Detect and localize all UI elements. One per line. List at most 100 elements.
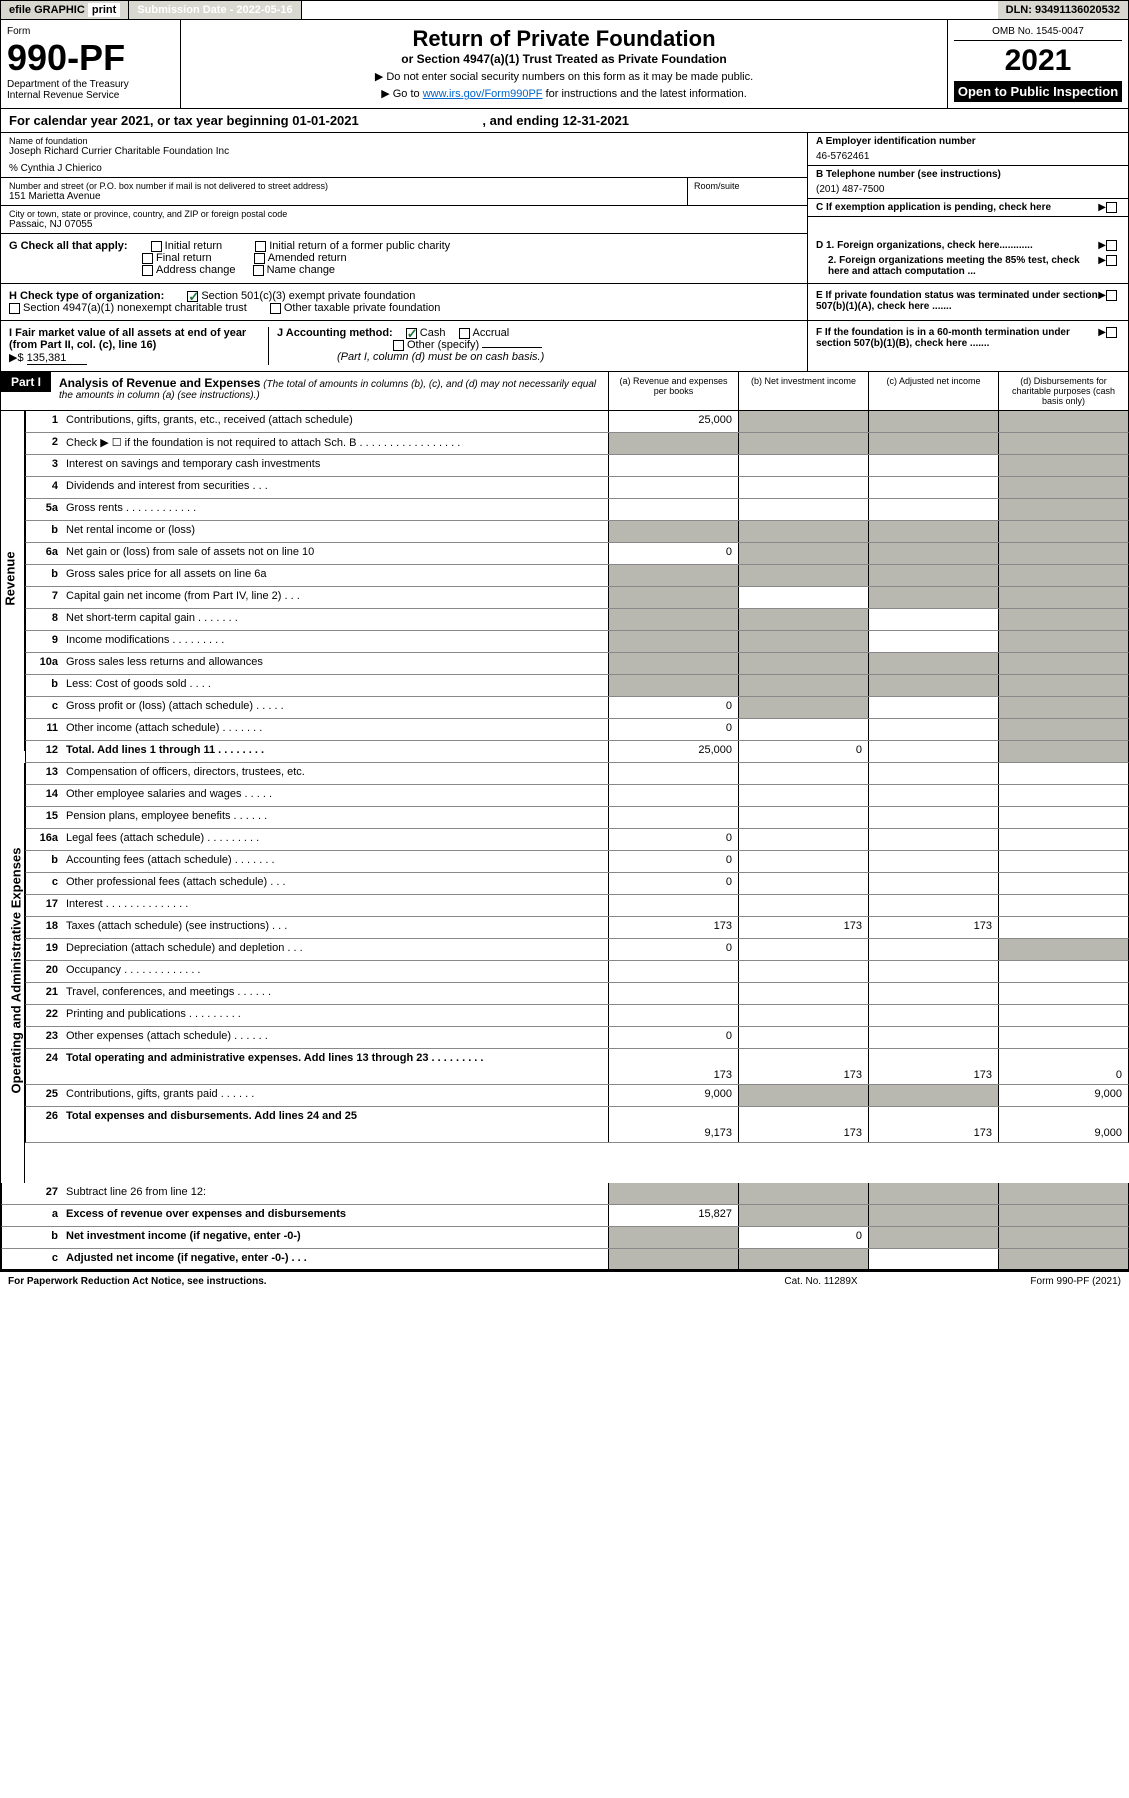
val-b [738, 719, 868, 740]
check-section-1: G Check all that apply: Initial return I… [0, 234, 1129, 284]
calyr-end: 12-31-2021 [563, 113, 630, 128]
other-taxable-checkbox[interactable] [270, 303, 281, 314]
line-10c: cGross profit or (loss) (attach schedule… [25, 697, 1129, 719]
line-desc: Travel, conferences, and meetings . . . … [62, 983, 608, 1004]
initial-return-checkbox[interactable] [151, 241, 162, 252]
name-label: Name of foundation [9, 136, 799, 146]
name-change-checkbox[interactable] [253, 265, 264, 276]
val-c [868, 543, 998, 564]
val-a: 173 [608, 1049, 738, 1084]
val-b [738, 455, 868, 476]
line-desc: Gross profit or (loss) (attach schedule)… [62, 697, 608, 718]
val-b [738, 521, 868, 542]
line-10a: 10aGross sales less returns and allowanc… [25, 653, 1129, 675]
val-c [868, 433, 998, 454]
form-number: 990-PF [7, 37, 174, 79]
d1-checkbox[interactable] [1106, 240, 1117, 251]
val-b [738, 1205, 868, 1226]
cash-checkbox[interactable] [406, 328, 417, 339]
line-desc: Check ▶ ☐ if the foundation is not requi… [62, 433, 608, 454]
final-return-checkbox[interactable] [142, 253, 153, 264]
line-desc: Gross sales less returns and allowances [62, 653, 608, 674]
val-a: 0 [608, 873, 738, 894]
val-c [868, 807, 998, 828]
e-checkbox[interactable] [1106, 290, 1117, 301]
exemption-pending-label: C If exemption application is pending, c… [816, 202, 1098, 213]
val-d [998, 807, 1128, 828]
col-d-header: (d) Disbursements for charitable purpose… [998, 372, 1128, 410]
line-num: 5a [26, 499, 62, 520]
calyr-mid: , and ending [482, 113, 562, 128]
val-c [868, 741, 998, 762]
line-10b: bLess: Cost of goods sold . . . . [25, 675, 1129, 697]
line-num: 16a [26, 829, 62, 850]
val-a: 9,173 [608, 1107, 738, 1142]
line-27a: aExcess of revenue over expenses and dis… [1, 1205, 1129, 1227]
line-desc: Adjusted net income (if negative, enter … [62, 1249, 608, 1269]
line-6a: 6aNet gain or (loss) from sale of assets… [25, 543, 1129, 565]
efile-print-button[interactable]: print [88, 3, 120, 17]
form-header: Form 990-PF Department of the Treasury I… [0, 20, 1129, 109]
f-checkbox[interactable] [1106, 327, 1117, 338]
col-c-header: (c) Adjusted net income [868, 372, 998, 410]
val-a [608, 675, 738, 696]
check-section-2: H Check type of organization: Section 50… [0, 284, 1129, 321]
4947-checkbox[interactable] [9, 303, 20, 314]
line-16a: 16aLegal fees (attach schedule) . . . . … [25, 829, 1129, 851]
line-desc: Compensation of officers, directors, tru… [62, 763, 608, 784]
phone-label: B Telephone number (see instructions) [816, 169, 1120, 180]
line-desc: Gross rents . . . . . . . . . . . . [62, 499, 608, 520]
val-b [738, 851, 868, 872]
j-label: J Accounting method: [277, 327, 393, 339]
line-num: 18 [26, 917, 62, 938]
initial-former-checkbox[interactable] [255, 241, 266, 252]
line-num: 9 [26, 631, 62, 652]
arrow-icon: ▶ [1098, 202, 1106, 213]
instruction-1: ▶ Do not enter social security numbers o… [193, 70, 935, 83]
line-9: 9Income modifications . . . . . . . . . [25, 631, 1129, 653]
val-d [998, 1027, 1128, 1048]
val-c [868, 609, 998, 630]
val-c [868, 411, 998, 432]
val-b [738, 499, 868, 520]
val-b [738, 587, 868, 608]
line-desc: Total expenses and disbursements. Add li… [62, 1107, 608, 1142]
h-label: H Check type of organization: [9, 290, 164, 302]
open-public-badge: Open to Public Inspection [954, 81, 1122, 102]
val-c [868, 565, 998, 586]
line-14: 14Other employee salaries and wages . . … [25, 785, 1129, 807]
irs-link[interactable]: www.irs.gov/Form990PF [423, 88, 543, 100]
line-24: 24Total operating and administrative exp… [25, 1049, 1129, 1085]
submission-date: Submission Date - 2022-05-16 [129, 1, 301, 19]
line-desc: Other income (attach schedule) . . . . .… [62, 719, 608, 740]
val-d: 0 [998, 1049, 1128, 1084]
val-b: 173 [738, 917, 868, 938]
line-num: 25 [26, 1085, 62, 1106]
irs-label: Internal Revenue Service [7, 90, 174, 101]
line-desc: Taxes (attach schedule) (see instruction… [62, 917, 608, 938]
form-label: Form [7, 26, 174, 37]
city-label: City or town, state or province, country… [9, 209, 799, 219]
address-change-checkbox[interactable] [142, 265, 153, 276]
paperwork-notice: For Paperwork Reduction Act Notice, see … [8, 1276, 721, 1287]
amended-checkbox[interactable] [254, 253, 265, 264]
line-23: 23Other expenses (attach schedule) . . .… [25, 1027, 1129, 1049]
other-method-checkbox[interactable] [393, 340, 404, 351]
efile-graphic: GRAPHIC [34, 4, 85, 16]
501c3-checkbox[interactable] [187, 291, 198, 302]
accrual-checkbox[interactable] [459, 328, 470, 339]
col-b-header: (b) Net investment income [738, 372, 868, 410]
ein-value: 46-5762461 [816, 151, 1120, 162]
val-a: 0 [608, 719, 738, 740]
tax-year: 2021 [954, 44, 1122, 78]
val-b [738, 543, 868, 564]
val-a [608, 1183, 738, 1204]
other-method-label: Other (specify) [407, 339, 479, 351]
val-d [998, 455, 1128, 476]
val-d [998, 565, 1128, 586]
line-desc: Contributions, gifts, grants, etc., rece… [62, 411, 608, 432]
city-state-zip: Passaic, NJ 07055 [9, 219, 799, 230]
val-c [868, 895, 998, 916]
d2-checkbox[interactable] [1106, 255, 1117, 266]
exemption-checkbox[interactable] [1106, 202, 1117, 213]
